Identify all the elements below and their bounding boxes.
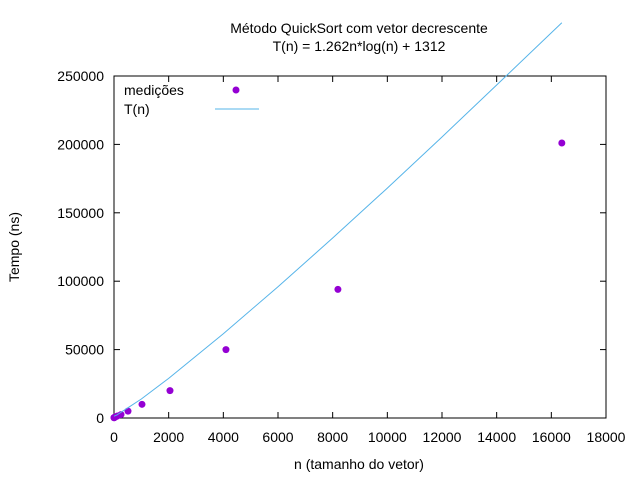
- legend-label-tn: T(n): [124, 101, 150, 117]
- chart-subtitle: T(n) = 1.262n*log(n) + 1312: [273, 38, 446, 54]
- x-tick-label: 8000: [317, 429, 348, 445]
- x-tick-label: 4000: [208, 429, 239, 445]
- data-point: [222, 346, 230, 354]
- data-point: [558, 139, 566, 147]
- x-tick-label: 0: [110, 429, 118, 445]
- series-line-tn: [113, 22, 563, 417]
- x-tick-label: 10000: [368, 429, 407, 445]
- x-tick-label: 6000: [262, 429, 293, 445]
- chart-title: Método QuickSort com vetor decrescente: [230, 20, 488, 36]
- y-tick-label: 50000: [65, 342, 104, 358]
- data-point: [138, 400, 146, 408]
- x-tick-label: 14000: [477, 429, 516, 445]
- x-axis-ticks: 0 2000 4000 6000 8000 10000 12000 14000 16000 180…: [110, 76, 626, 445]
- data-point: [166, 387, 174, 395]
- y-tick-label: 100000: [57, 273, 104, 289]
- x-axis-label: n (tamanho do vetor): [294, 456, 424, 472]
- plot-frame: [113, 75, 607, 419]
- x-tick-label: 12000: [423, 429, 462, 445]
- y-axis-ticks: 0 50000 100000 150000 200000 250000: [57, 68, 606, 426]
- legend: medições T(n): [124, 82, 259, 117]
- x-tick-label: 18000: [587, 429, 626, 445]
- y-tick-label: 150000: [57, 205, 104, 221]
- y-axis-label: Tempo (ns): [6, 212, 22, 282]
- y-tick-label: 250000: [57, 68, 104, 84]
- y-tick-label: 200000: [57, 136, 104, 152]
- y-tick-label: 0: [96, 410, 104, 426]
- legend-label-medicoes: medições: [124, 82, 184, 98]
- x-tick-label: 2000: [153, 429, 184, 445]
- legend-marker-medicoes: [232, 86, 240, 94]
- data-point: [334, 285, 342, 293]
- x-tick-label: 16000: [532, 429, 571, 445]
- series-layer: [110, 22, 566, 422]
